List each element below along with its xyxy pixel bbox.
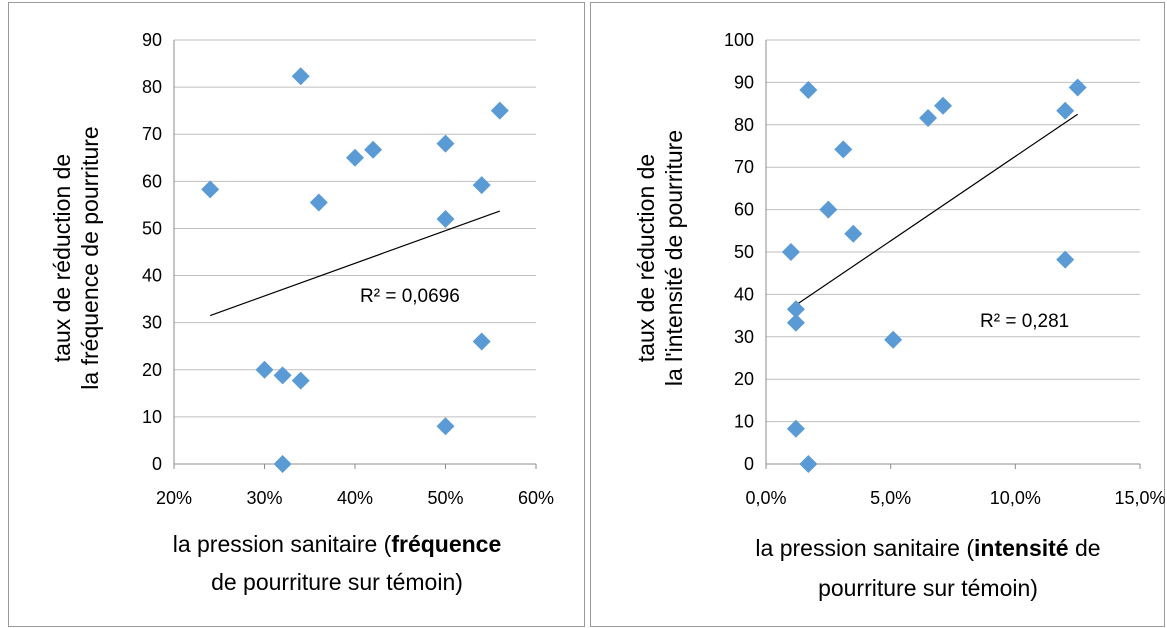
x-axis-title: pourriture sur témoin) (818, 575, 1038, 601)
r-squared-annotation: R² = 0,281 (980, 311, 1069, 332)
x-axis-title-run: intensité (974, 535, 1069, 561)
y-axis-title: la fréquence de pourriture (77, 126, 103, 389)
chart-1: 0 10 20 30 40 50 60 70 80 90 20% 30% 40% 50% 60% R² = 0… (49, 30, 554, 595)
y-tick-label: 100 (724, 30, 754, 50)
data-point (844, 224, 863, 243)
data-point (291, 371, 310, 390)
data-point (786, 313, 805, 332)
x-axis-title: de pourriture sur témoin) (211, 569, 463, 595)
data-point (1056, 250, 1075, 269)
y-tick-label: 0 (744, 454, 754, 474)
y-tick-label: 70 (734, 157, 754, 177)
x-tick-label: 15,0% (1114, 488, 1165, 508)
x-axis-title-run: de pourriture sur témoin) (211, 569, 463, 595)
r-squared-annotation: R² = 0,0696 (360, 286, 460, 307)
data-point (1056, 101, 1075, 120)
chart-2: 0 10 20 30 40 50 60 70 80 90 100 0,0% 5,0% 10,0% 15,0%… (633, 30, 1166, 601)
y-tick-label: 60 (734, 200, 754, 220)
y-axis-title: la l'intensité de pourriture (661, 130, 687, 386)
y-tick-label: 40 (734, 284, 754, 304)
data-point (273, 366, 292, 385)
data-point (436, 134, 455, 153)
data-point (255, 360, 274, 379)
x-axis-title-run: de (1069, 535, 1101, 561)
x-tick-label: 60% (518, 488, 554, 508)
x-tick-label: 5,0% (870, 488, 911, 508)
trendline (209, 210, 501, 317)
y-axis-title: taux de réduction de (633, 154, 659, 362)
x-axis-title-run: fréquence (391, 531, 501, 557)
data-point (472, 332, 491, 351)
data-point (786, 300, 805, 319)
data-point (291, 67, 310, 86)
data-point (799, 455, 818, 473)
data-point (1068, 78, 1087, 97)
x-axis-title-run: la pression sanitaire ( (173, 531, 392, 557)
x-axis-title-run: la pression sanitaire ( (755, 535, 974, 561)
y-tick-label: 80 (734, 115, 754, 135)
y-tick-label: 70 (142, 124, 162, 144)
y-tick-label: 60 (142, 171, 162, 191)
data-point (799, 81, 818, 100)
y-tick-label: 20 (142, 360, 162, 380)
y-tick-label: 10 (734, 412, 754, 432)
data-point (309, 193, 328, 212)
x-tick-label: 20% (156, 488, 192, 508)
data-point (436, 210, 455, 229)
data-point (884, 330, 903, 349)
x-axis-title: la pression sanitaire (intensité de (755, 535, 1100, 561)
y-tick-label: 0 (152, 454, 162, 474)
data-point (273, 455, 292, 473)
trendline (795, 113, 1079, 306)
y-tick-label: 10 (142, 407, 162, 427)
data-point (436, 417, 455, 436)
data-point (490, 101, 509, 120)
x-tick-label: 40% (337, 488, 373, 508)
x-axis-title-run: pourriture sur témoin) (818, 575, 1038, 601)
y-tick-label: 40 (142, 266, 162, 286)
data-point (472, 176, 491, 195)
data-point (786, 419, 805, 438)
data-point (201, 180, 220, 199)
y-tick-label: 30 (734, 327, 754, 347)
y-tick-label: 80 (142, 77, 162, 97)
y-tick-label: 50 (734, 242, 754, 262)
x-tick-label: 50% (427, 488, 463, 508)
data-point (834, 140, 853, 159)
data-point (781, 243, 800, 261)
data-point (346, 148, 364, 167)
y-tick-label: 20 (734, 369, 754, 389)
x-axis-title: la pression sanitaire (fréquence (173, 531, 502, 557)
data-point (819, 200, 838, 219)
x-tick-label: 10,0% (990, 488, 1041, 508)
y-tick-label: 50 (142, 218, 162, 238)
y-tick-label: 30 (142, 313, 162, 333)
y-tick-label: 90 (734, 72, 754, 92)
x-tick-label: 30% (246, 488, 282, 508)
y-axis-title: taux de réduction de (49, 154, 75, 362)
chart-1-frame (8, 2, 585, 627)
x-tick-label: 0,0% (745, 488, 786, 508)
data-point (919, 109, 938, 128)
y-tick-label: 90 (142, 30, 162, 50)
data-point (364, 140, 383, 159)
data-point (934, 96, 953, 115)
